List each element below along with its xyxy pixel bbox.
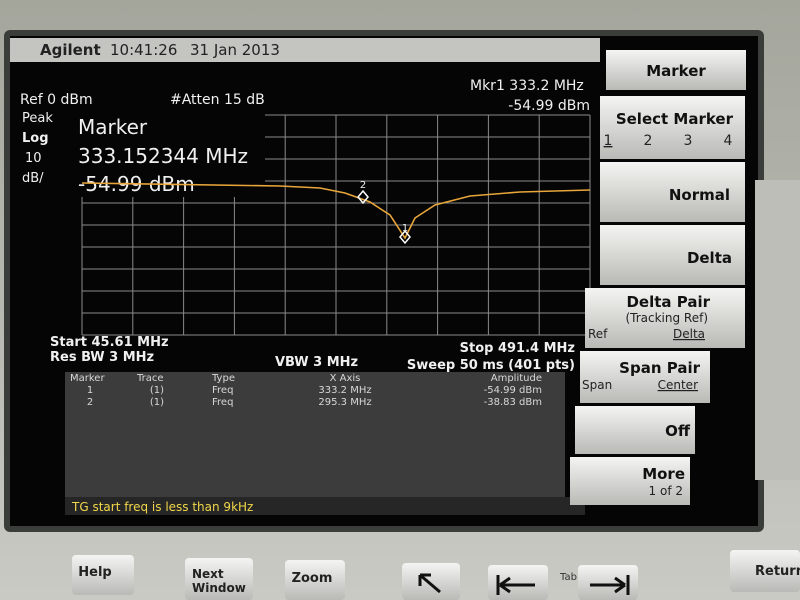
- softkey-sublabel: (Tracking Ref): [625, 311, 708, 325]
- softkey-option: 1: [604, 133, 613, 149]
- marker-2-label: 2: [360, 180, 366, 191]
- hw-button[interactable]: [185, 558, 253, 600]
- softkey-label: Off: [665, 422, 691, 440]
- hw-button-label: Next: [192, 567, 224, 581]
- hw-button-label: Return: [755, 564, 800, 579]
- softkey-label: More: [642, 465, 685, 483]
- marker-table: [65, 372, 565, 497]
- stop-freq: Stop 491.4 MHz: [460, 341, 575, 356]
- softkey[interactable]: [580, 351, 710, 403]
- hw-button-label: Zoom: [292, 571, 333, 586]
- table-cell: Freq: [212, 385, 233, 396]
- marker-box-freq: 333.152344 MHz: [78, 144, 248, 168]
- marker-1-symbol: [399, 229, 411, 245]
- hw-button-arrow[interactable]: [402, 563, 460, 600]
- table-cell: 1: [87, 385, 93, 396]
- table-header: Marker: [70, 373, 105, 384]
- status-bar: [65, 497, 585, 515]
- softkey-normal[interactable]: Normal: [600, 162, 745, 222]
- time: 10:41:26: [110, 41, 177, 59]
- button-zoom[interactable]: Zoom: [285, 560, 345, 600]
- tab-label: Tab: [559, 572, 577, 583]
- brand: Agilent: [40, 41, 101, 59]
- hw-button-tab-right[interactable]: [578, 565, 638, 600]
- table-cell: (1): [150, 385, 164, 396]
- tab-right-icon: [590, 575, 630, 595]
- softkey-label: Delta: [687, 249, 732, 267]
- table-cell: -38.83 dBm: [484, 397, 542, 408]
- table-cell: 295.3 MHz: [318, 397, 371, 408]
- hw-button[interactable]: [72, 555, 134, 595]
- softkey[interactable]: [585, 288, 745, 348]
- scale-mode: Log: [22, 131, 49, 146]
- marker-box-title: Marker: [78, 115, 148, 139]
- side-buttons: [755, 180, 800, 480]
- start-freq: Start 45.61 MHz: [50, 335, 169, 350]
- softkey-off[interactable]: Off: [575, 406, 695, 454]
- softkey-option: 3: [684, 133, 693, 149]
- hw-button-tab-left[interactable]: [488, 565, 548, 600]
- marker-1-label: 1: [402, 223, 408, 234]
- marker-amp: -54.99 dBm: [508, 98, 590, 114]
- unit: dB/: [22, 171, 44, 186]
- hw-button-label: Help: [78, 565, 111, 580]
- softkey-sublabel: 1 of 2: [649, 484, 683, 498]
- hw-button[interactable]: [285, 560, 345, 600]
- table-cell: Freq: [212, 397, 233, 408]
- button-return[interactable]: Return: [730, 550, 800, 592]
- button-next-window[interactable]: Next Window: [185, 558, 253, 600]
- softkey-option: Span: [582, 378, 612, 392]
- button-help[interactable]: Help: [72, 555, 134, 595]
- softkey-option: Center: [658, 378, 698, 392]
- softkey-option: Ref: [588, 327, 608, 341]
- hw-button-label: Window: [192, 581, 246, 595]
- marker-2-symbol: [357, 189, 369, 205]
- softkey-label: Select Marker: [616, 110, 734, 128]
- table-header: Type: [211, 373, 235, 384]
- softkey[interactable]: [600, 96, 745, 159]
- hw-button[interactable]: [730, 550, 800, 592]
- softkey[interactable]: [600, 225, 745, 285]
- marker-table-content: Marker Trace Type X Axis Amplitude 1 (1) Freq 33…: [70, 373, 542, 408]
- softkey-select[interactable]: Select Marker 1 2 3 4: [600, 96, 745, 159]
- softkey[interactable]: [570, 457, 690, 505]
- softkey[interactable]: [575, 406, 695, 454]
- table-cell: 2: [87, 397, 93, 408]
- detector: Peak: [22, 111, 53, 126]
- ref-level: Ref 0 dBm: [20, 92, 93, 108]
- table-header: Amplitude: [491, 373, 542, 384]
- softkey-option: 2: [644, 133, 653, 149]
- sweep: Sweep 50 ms (401 pts): [407, 358, 575, 373]
- menu-title: [606, 50, 746, 90]
- softkey-label: Span Pair: [619, 359, 700, 377]
- rbw: Res BW 3 MHz: [50, 350, 154, 365]
- trace: [81, 182, 591, 240]
- softkey-delta[interactable]: Delta: [600, 225, 745, 285]
- status-message: TG start freq is less than 9kHz: [71, 500, 253, 514]
- softkey-label: Normal: [669, 186, 730, 204]
- softkey-option: 4: [724, 133, 733, 149]
- softkey-option: Delta: [673, 327, 705, 341]
- arrow-icon: [418, 573, 441, 594]
- softkey-span-pair[interactable]: Span Pair Span Center: [580, 351, 710, 403]
- menu-title-text: Marker: [646, 62, 706, 80]
- softkey-delta-pair[interactable]: Delta Pair (Tracking Ref) Ref Delta: [585, 288, 745, 348]
- date: 31 Jan 2013: [190, 41, 280, 59]
- marker-freq: Mkr1 333.2 MHz: [470, 78, 584, 94]
- softkey-more[interactable]: More 1 of 2: [570, 457, 690, 505]
- table-cell: 333.2 MHz: [318, 385, 371, 396]
- header-bar: [10, 38, 600, 62]
- softkey-label: Delta Pair: [626, 293, 710, 311]
- table-header: X Axis: [330, 373, 361, 384]
- per-div: 10: [25, 151, 42, 166]
- table-header: Trace: [136, 373, 164, 384]
- vbw: VBW 3 MHz: [275, 355, 358, 370]
- tab-left-icon: [496, 575, 535, 595]
- atten: #Atten 15 dB: [170, 92, 265, 108]
- softkey[interactable]: [600, 162, 745, 222]
- table-cell: -54.99 dBm: [484, 385, 542, 396]
- table-cell: (1): [150, 397, 164, 408]
